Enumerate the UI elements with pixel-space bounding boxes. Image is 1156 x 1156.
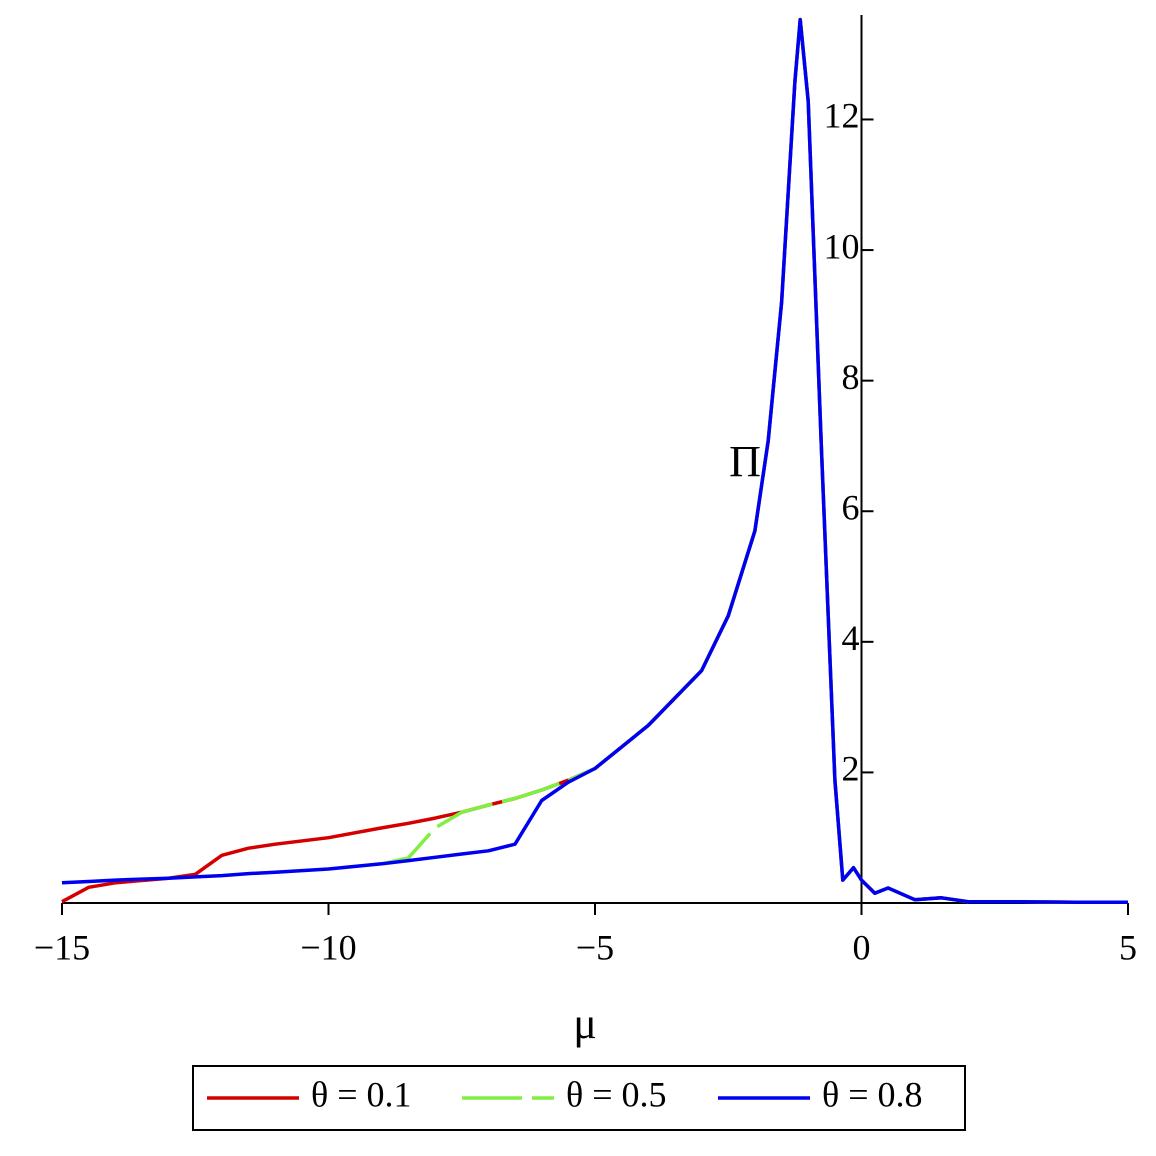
x-tick-label: 0 — [853, 927, 871, 967]
series-line — [61, 17, 1128, 905]
y-axis-label: Π — [729, 437, 761, 486]
y-tick-label: 2 — [842, 749, 860, 789]
x-axis-label: μ — [573, 999, 597, 1048]
legend-box — [192, 1065, 966, 1131]
y-tick-label: 4 — [842, 618, 860, 658]
x-tick-label: −5 — [576, 927, 614, 967]
y-tick-label: 12 — [824, 96, 860, 136]
y-tick-label: 8 — [842, 357, 860, 397]
x-tick-label: −10 — [300, 927, 356, 967]
y-tick-label: 6 — [842, 488, 860, 528]
y-tick-label: 10 — [824, 226, 860, 266]
x-tick-label: 5 — [1119, 927, 1137, 967]
legend-label: θ = 0.5 — [566, 1074, 667, 1114]
legend-label: θ = 0.8 — [822, 1074, 923, 1114]
x-tick-label: −15 — [34, 927, 90, 967]
legend-label: θ = 0.1 — [311, 1074, 412, 1114]
